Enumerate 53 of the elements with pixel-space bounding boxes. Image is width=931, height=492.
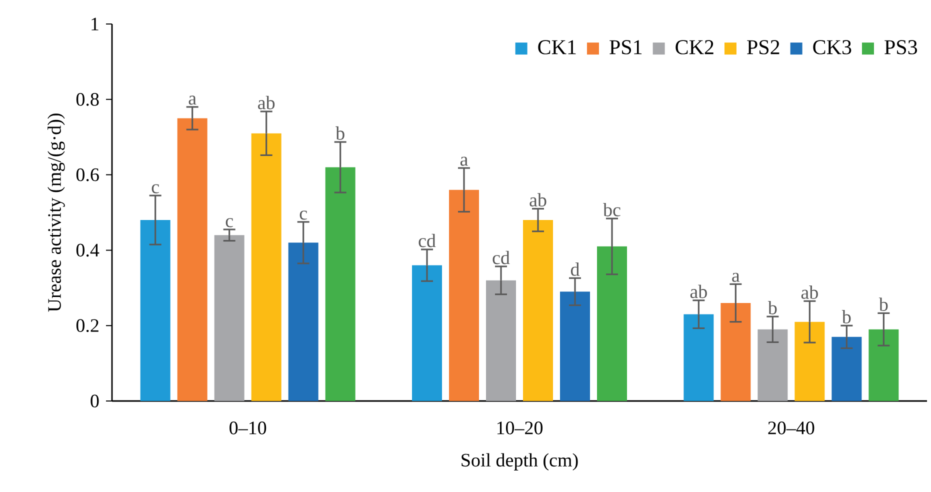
data-label: c <box>226 218 233 228</box>
y-tick-label: 0.8 <box>76 92 99 106</box>
y-axis-title: Urease activity (mg/(g·d)) <box>48 114 65 312</box>
bar <box>214 235 244 401</box>
bar <box>597 246 628 401</box>
bar <box>868 329 899 401</box>
x-tick-label: 20–40 <box>768 422 814 434</box>
bar <box>288 242 318 401</box>
legend-label: CK1 <box>538 40 576 54</box>
y-tick-label: 0.6 <box>76 168 99 182</box>
x-axis-title: Soil depth (cm) <box>462 453 578 470</box>
data-label: b <box>878 298 888 311</box>
bar <box>140 220 170 401</box>
y-tick-label: 0.2 <box>76 319 98 332</box>
bar <box>486 280 516 401</box>
legend-label: CK2 <box>676 40 714 54</box>
bar <box>560 292 590 401</box>
bar <box>449 190 480 401</box>
data-label: c <box>152 184 159 194</box>
data-label: cd <box>418 234 436 248</box>
bar <box>832 336 862 401</box>
bar <box>794 322 825 401</box>
data-label: a <box>188 96 196 105</box>
legend-label: PS3 <box>884 40 918 54</box>
data-label: ab <box>690 284 707 298</box>
data-label: ab <box>801 286 818 299</box>
data-label: a <box>732 272 740 282</box>
data-label: a <box>460 156 468 166</box>
bar <box>523 220 554 401</box>
data-label: c <box>300 210 307 220</box>
bar <box>325 167 356 401</box>
data-label: cd <box>492 250 510 264</box>
data-label: b <box>336 126 344 140</box>
bar <box>758 329 788 401</box>
bar <box>684 314 714 401</box>
bar <box>177 118 208 401</box>
y-tick-label: 0 <box>90 394 99 408</box>
bar <box>412 265 442 401</box>
legend-label: CK3 <box>813 40 852 54</box>
legend-label: PS1 <box>610 40 642 54</box>
data-label: d <box>570 262 580 276</box>
y-tick-label: 1 <box>92 18 98 30</box>
data-label: b <box>768 300 777 314</box>
data-label: ab <box>530 193 546 207</box>
y-tick-label: 0.4 <box>76 244 100 257</box>
legend-label: PS2 <box>747 40 780 54</box>
x-tick-label: 10–20 <box>497 422 543 434</box>
data-label: bc <box>603 202 620 216</box>
bar <box>251 133 282 401</box>
data-label: ab <box>258 96 275 110</box>
x-tick-label: 0–10 <box>230 422 266 434</box>
data-label: b <box>842 310 851 324</box>
bar <box>720 302 751 401</box>
